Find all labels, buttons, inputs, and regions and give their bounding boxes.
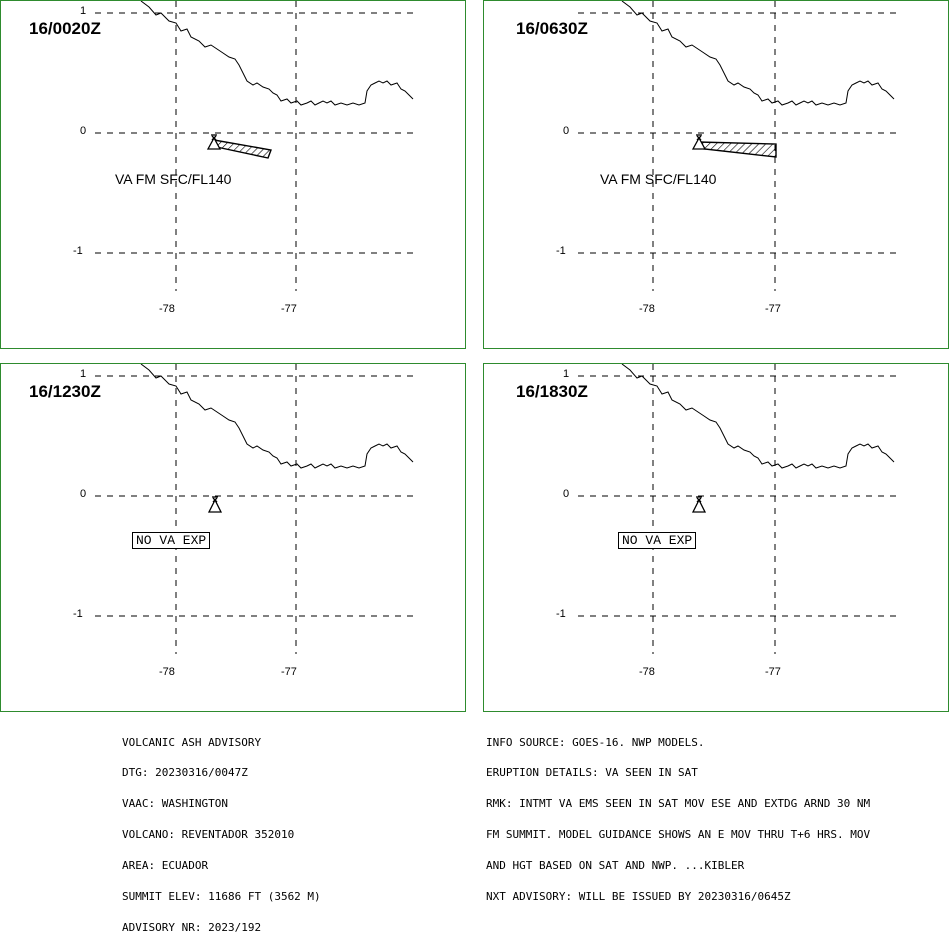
y-tick-label: -1 bbox=[556, 608, 566, 620]
border-line bbox=[140, 364, 414, 469]
no-va-box: NO VA EXP bbox=[132, 532, 211, 549]
advisory-dtg: DTG: 20230316/0047Z bbox=[122, 766, 248, 780]
advisory-next: NXT ADVISORY: WILL BE ISSUED BY 20230316… bbox=[486, 890, 791, 904]
map-panel-4: 16/1830Z NO VA EXP 1 0 -1 -78 -77 bbox=[483, 363, 949, 712]
map-graphic-1 bbox=[95, 1, 417, 291]
y-tick-label: -1 bbox=[73, 608, 83, 620]
volcano-icon bbox=[206, 134, 222, 150]
advisory-remark-3: AND HGT BASED ON SAT AND NWP. ...KIBLER bbox=[486, 859, 745, 873]
x-tick-label: -78 bbox=[159, 666, 175, 678]
map-graphic-4 bbox=[578, 364, 900, 654]
map-graphic-2 bbox=[578, 1, 900, 291]
y-tick-label: 0 bbox=[563, 488, 570, 500]
ash-cloud bbox=[211, 139, 272, 159]
y-tick-label: 0 bbox=[563, 125, 570, 137]
y-tick-label: -1 bbox=[73, 245, 83, 257]
y-tick-label: 1 bbox=[563, 368, 570, 380]
advisory-summit: SUMMIT ELEV: 11686 FT (3562 M) bbox=[122, 890, 321, 904]
y-tick-label: 1 bbox=[80, 368, 87, 380]
advisory-number: ADVISORY NR: 2023/192 bbox=[122, 920, 262, 934]
advisory-area: AREA: ECUADOR bbox=[122, 859, 209, 873]
map-graphic-3 bbox=[95, 364, 417, 654]
x-tick-label: -77 bbox=[281, 303, 297, 315]
y-tick-label: 1 bbox=[80, 5, 87, 17]
advisory-header-block: VOLCANIC ASH ADVISORY DTG: 20230316/0047… bbox=[122, 717, 321, 944]
x-tick-label: -77 bbox=[281, 666, 297, 678]
advisory-eruption: ERUPTION DETAILS: VA SEEN IN SAT bbox=[486, 766, 698, 780]
y-tick-label: -1 bbox=[556, 245, 566, 257]
x-tick-label: -77 bbox=[765, 303, 781, 315]
volcano-icon bbox=[207, 496, 223, 513]
volcano-icon bbox=[691, 134, 707, 150]
map-panel-3: 16/1230Z NO VA EXP 1 0 -1 -78 -77 bbox=[0, 363, 466, 712]
x-tick-label: -77 bbox=[765, 666, 781, 678]
advisory-details-block: INFO SOURCE: GOES-16. NWP MODELS. ERUPTI… bbox=[486, 717, 870, 913]
panel-time: 16/1230Z bbox=[29, 382, 101, 401]
ash-cloud bbox=[695, 141, 777, 158]
volcano-icon bbox=[691, 496, 707, 513]
panel-time: 16/0630Z bbox=[516, 19, 588, 38]
advisory-remark-1: RMK: INTMT VA EMS SEEN IN SAT MOV ESE AN… bbox=[486, 797, 871, 811]
y-tick-label: 0 bbox=[80, 488, 87, 500]
ash-label: VA FM SFC/FL140 bbox=[115, 171, 232, 187]
x-tick-label: -78 bbox=[639, 303, 655, 315]
advisory-info-source: INFO SOURCE: GOES-16. NWP MODELS. bbox=[486, 735, 705, 749]
advisory-volcano: VOLCANO: REVENTADOR 352010 bbox=[122, 828, 295, 842]
x-tick-label: -78 bbox=[159, 303, 175, 315]
advisory-title: VOLCANIC ASH ADVISORY bbox=[122, 735, 262, 749]
panel-time: 16/1830Z bbox=[516, 382, 588, 401]
border-line bbox=[140, 1, 414, 106]
border-line bbox=[621, 364, 895, 469]
panel-time: 16/0020Z bbox=[29, 19, 101, 38]
border-line bbox=[621, 1, 895, 106]
x-tick-label: -78 bbox=[639, 666, 655, 678]
advisory-remark-2: FM SUMMIT. MODEL GUIDANCE SHOWS AN E MOV… bbox=[486, 828, 871, 842]
y-tick-label: 0 bbox=[80, 125, 87, 137]
ash-label: VA FM SFC/FL140 bbox=[600, 171, 717, 187]
advisory-vaac: VAAC: WASHINGTON bbox=[122, 797, 228, 811]
no-va-box: NO VA EXP bbox=[618, 532, 697, 549]
map-panel-2: 16/0630Z VA FM SFC/FL140 0 -1 -78 -77 bbox=[483, 0, 949, 349]
map-panel-1: 16/0020Z VA FM SFC/FL140 1 0 -1 -78 -77 bbox=[0, 0, 466, 349]
